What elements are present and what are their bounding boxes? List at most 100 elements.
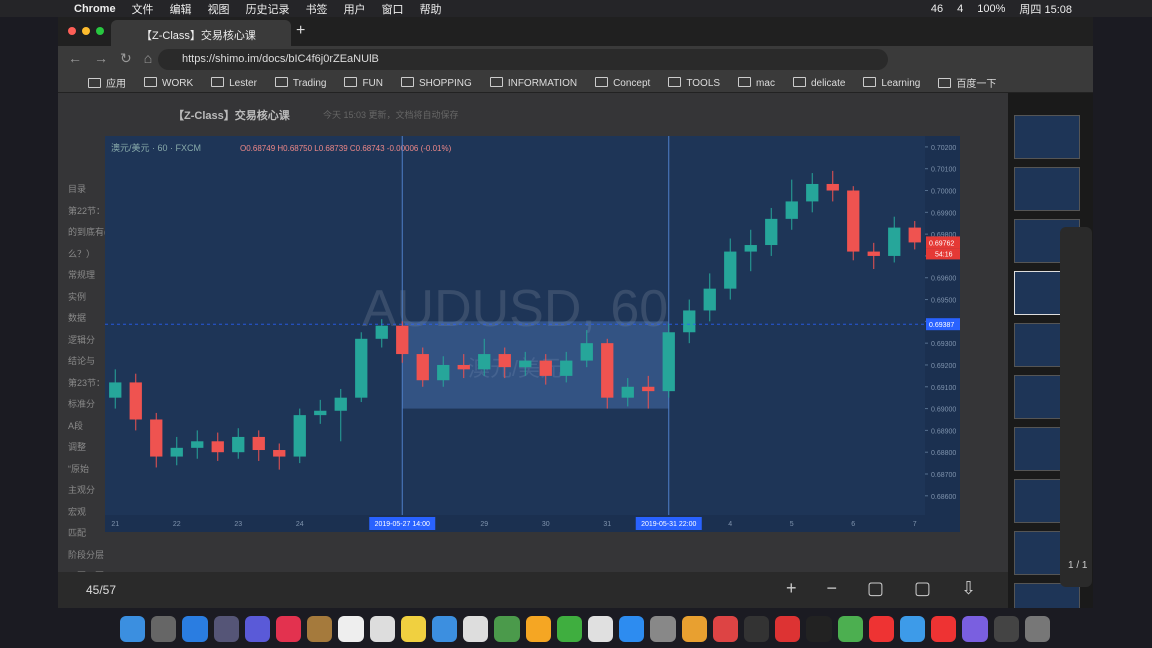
candle-body xyxy=(826,183,839,191)
candle-body xyxy=(662,332,675,392)
x-label-bg xyxy=(369,517,436,530)
candle-body xyxy=(785,201,798,219)
bookmark[interactable]: 应用 xyxy=(88,75,126,90)
dock-icon[interactable] xyxy=(962,616,988,642)
dock-icon[interactable] xyxy=(338,616,364,642)
x-tick-label: 5 xyxy=(790,521,794,528)
chart: AUDUSD, 60 澳元/美元 澳元/美元 · 60 · FXCM O0.68… xyxy=(105,136,960,532)
dock-icon[interactable] xyxy=(650,616,676,642)
thumbnail[interactable] xyxy=(1014,583,1080,608)
dock-icon[interactable] xyxy=(1024,616,1051,642)
dock-icon[interactable] xyxy=(400,616,427,642)
dock-icon[interactable] xyxy=(900,616,926,642)
menu-item[interactable]: 文件 xyxy=(131,3,154,16)
dock-icon[interactable] xyxy=(681,616,707,642)
dock-icon[interactable] xyxy=(806,616,832,642)
bookmark[interactable]: mac xyxy=(738,77,775,89)
bookmark[interactable]: INFORMATION xyxy=(490,77,577,89)
candle-body xyxy=(847,190,860,252)
menu-item[interactable]: 窗口 xyxy=(381,3,404,16)
new-tab[interactable]: + xyxy=(296,22,306,39)
zoom[interactable] xyxy=(96,27,104,35)
bookmark[interactable]: FUN xyxy=(344,77,383,89)
dock-icon[interactable] xyxy=(837,616,863,642)
y-tick-label: 0.69000 xyxy=(931,407,956,414)
dock-icon[interactable] xyxy=(993,616,1019,642)
bookmark[interactable]: Learning xyxy=(863,77,920,89)
x-tick-label: 24 xyxy=(296,521,304,528)
dock-icon[interactable] xyxy=(494,616,520,642)
y-tick-label: 0.69200 xyxy=(931,363,956,370)
tab-bar: 【Z-Class】交易核心课 + xyxy=(58,17,1093,46)
bookmark[interactable]: Lester xyxy=(211,77,257,89)
dock-icon[interactable] xyxy=(432,616,458,642)
sidebar-item: 阶段分层 xyxy=(68,549,105,560)
nav-buttons[interactable]: ←→↻⌂ xyxy=(68,50,165,66)
y-tick-label: 0.69300 xyxy=(931,341,956,348)
candle-body xyxy=(293,415,306,457)
y-tick-label: 0.69500 xyxy=(931,298,956,305)
menubar: Chrome 文件 编辑 视图 历史记录 书签 用户 窗口 帮助 xyxy=(0,0,1152,17)
y-tick-label: 0.70100 xyxy=(931,167,956,174)
address-bar[interactable]: https://shimo.im/docs/bIC4f6j0rZEaNUlB xyxy=(158,49,888,70)
dock-icon[interactable] xyxy=(151,616,177,642)
bookmark[interactable]: 百度一下 xyxy=(938,75,996,90)
minimize[interactable] xyxy=(82,27,90,35)
thumbnail[interactable] xyxy=(1014,167,1080,211)
countdown: 54:16 xyxy=(935,251,953,258)
dock-icon[interactable] xyxy=(276,616,302,642)
menu-item[interactable]: 编辑 xyxy=(169,3,192,16)
dock-icon[interactable] xyxy=(588,616,614,642)
dock-icon[interactable] xyxy=(931,616,957,642)
menu-item[interactable]: 历史记录 xyxy=(245,3,290,16)
dock-icon[interactable] xyxy=(120,616,146,642)
dock-icon[interactable] xyxy=(369,616,395,642)
dock-icon[interactable] xyxy=(463,616,489,642)
candle-body xyxy=(539,360,552,376)
x-tick-label: 2019-05-31 22:00 xyxy=(641,521,696,528)
candle-body xyxy=(334,397,347,411)
dock-icon[interactable] xyxy=(868,616,895,642)
candle-body xyxy=(601,343,614,398)
dock-icon[interactable] xyxy=(619,616,645,642)
bookmark[interactable]: TOOLS xyxy=(668,77,720,89)
bookmark[interactable]: delicate xyxy=(793,77,845,89)
dock-icon[interactable] xyxy=(775,616,801,642)
dock-icon[interactable] xyxy=(556,616,583,642)
x-axis-bg xyxy=(105,515,960,532)
bookmark[interactable]: SHOPPING xyxy=(401,77,472,89)
sidebar-item: “原始 xyxy=(68,463,89,474)
y-tick-label: 0.69900 xyxy=(931,210,956,217)
menu-item[interactable]: 书签 xyxy=(305,3,328,16)
dock-icon[interactable] xyxy=(182,616,208,642)
app-name: Chrome xyxy=(74,2,116,15)
dock-icon[interactable] xyxy=(712,616,739,642)
y-tick-label: 0.68700 xyxy=(931,472,956,479)
toolbar: ←→↻⌂ https://shimo.im/docs/bIC4f6j0rZEaN… xyxy=(58,46,1093,73)
menu-item[interactable]: 帮助 xyxy=(419,3,442,16)
candle-body xyxy=(375,325,388,339)
bookmark[interactable]: Trading xyxy=(275,77,327,89)
dock-icon[interactable] xyxy=(213,616,239,642)
candle-body xyxy=(355,338,368,398)
sidebar-item: 主观分 xyxy=(68,485,96,495)
dock xyxy=(110,610,1051,648)
candle-body xyxy=(498,354,511,368)
dock-icon[interactable] xyxy=(525,616,551,642)
candle-body xyxy=(580,343,593,361)
dock-icon[interactable] xyxy=(307,616,333,642)
close[interactable] xyxy=(68,27,76,35)
candle-body xyxy=(519,360,532,368)
bookmark[interactable]: Concept xyxy=(595,77,650,89)
menu-item[interactable]: 用户 xyxy=(343,3,366,16)
candle-body xyxy=(683,310,696,333)
menu-item[interactable]: 视图 xyxy=(207,3,230,16)
dock-icon[interactable] xyxy=(744,616,770,642)
tab[interactable]: 【Z-Class】交易核心课 xyxy=(111,20,291,46)
bookmark[interactable]: WORK xyxy=(144,77,193,89)
viewer-controls[interactable]: +−▢▢⇩ xyxy=(786,578,1007,598)
dock-icon[interactable] xyxy=(244,616,271,642)
thumbnail[interactable] xyxy=(1014,115,1080,159)
candle-body xyxy=(642,386,655,392)
candle-body xyxy=(806,183,819,202)
